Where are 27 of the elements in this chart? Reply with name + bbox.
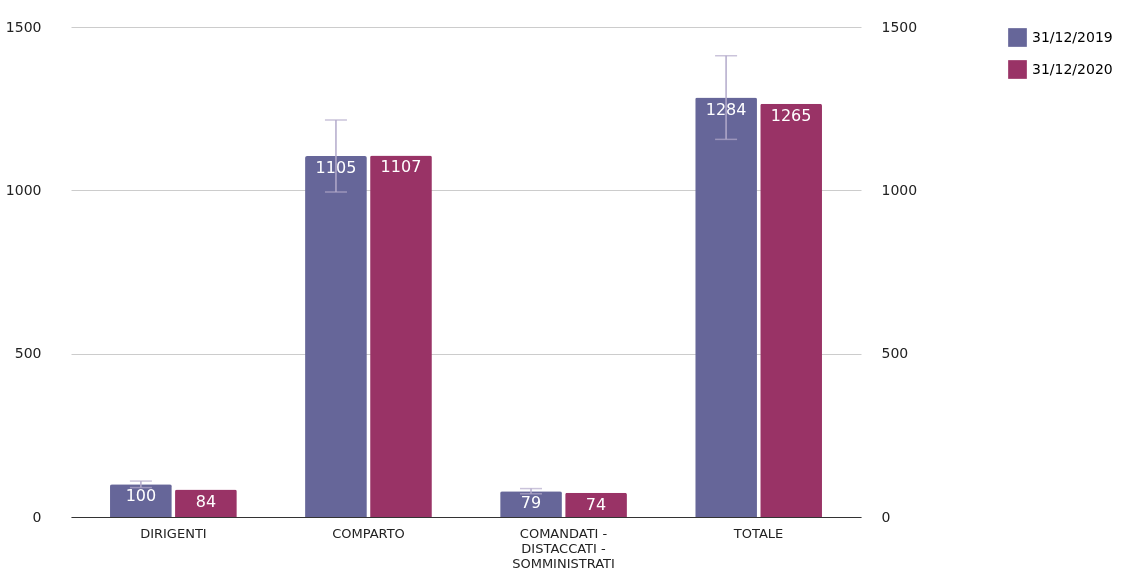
y2-tick-label: 500 — [881, 345, 909, 362]
data-label: 1105 — [315, 158, 357, 178]
x-tick-label: TOTALE — [732, 525, 784, 541]
x-tick-label: COMPARTO — [332, 525, 405, 541]
y-tick-label: 0 — [32, 508, 42, 525]
data-label: 1265 — [770, 105, 812, 125]
legend-label: 31/12/2020 — [1032, 60, 1113, 77]
y-tick-label: 1000 — [5, 181, 42, 198]
y2-tick-label: 0 — [881, 508, 891, 525]
data-label: 79 — [520, 493, 542, 513]
data-label: 1107 — [380, 157, 422, 177]
y2-tick-label: 1000 — [881, 181, 918, 198]
y-tick-label: 500 — [14, 345, 42, 362]
legend-label: 31/12/2019 — [1032, 28, 1113, 45]
bar — [305, 156, 367, 517]
bar — [695, 97, 757, 517]
bar — [370, 155, 432, 517]
data-label: 1284 — [705, 99, 747, 119]
data-label: 84 — [195, 491, 217, 511]
data-label: 100 — [125, 486, 157, 506]
bar — [110, 484, 172, 517]
bar — [760, 103, 822, 517]
y2-tick-label: 1500 — [881, 18, 918, 35]
data-label: 74 — [585, 494, 607, 514]
x-tick-label: DIRIGENTI — [140, 525, 207, 541]
x-tick-label: COMANDATI - DISTACCATI - SOMMINISTRATI — [512, 525, 615, 571]
y-tick-label: 1500 — [5, 18, 42, 35]
